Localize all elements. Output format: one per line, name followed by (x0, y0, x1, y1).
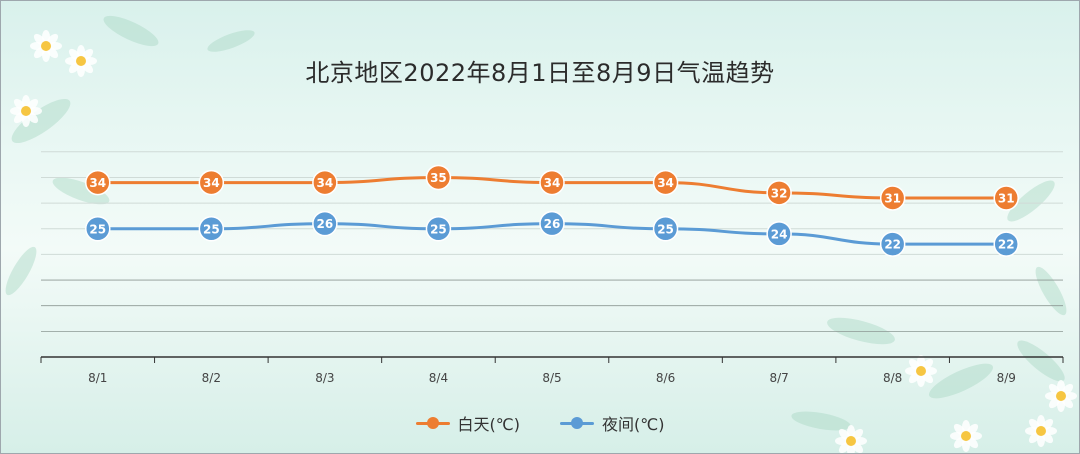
data-label: 34 (317, 176, 334, 190)
data-point (312, 169, 338, 196)
data-point (198, 216, 225, 242)
leaf-decoration (1017, 340, 1065, 382)
chart-title: 北京地区2022年8月1日至8月9日气温趋势 (305, 59, 775, 87)
data-point (539, 169, 565, 196)
data-label: 34 (657, 176, 674, 190)
flower-decoration (10, 95, 42, 127)
data-label: 31 (884, 191, 901, 205)
x-tick-label: 8/4 (429, 371, 448, 385)
data-point (312, 210, 338, 237)
data-point (766, 221, 792, 247)
data-point (993, 185, 1019, 211)
data-point (652, 216, 679, 242)
data-label: 34 (544, 176, 561, 190)
x-tick-label: 8/2 (202, 371, 221, 385)
legend-item-night: 夜间(℃) (560, 411, 664, 435)
legend-label-day: 白天(℃) (457, 415, 520, 434)
flower-decoration (65, 45, 97, 77)
series-day: 34 34 34 35 34 34 32 31 31 (85, 164, 1019, 211)
series-layer: 34 34 34 35 34 34 32 31 31 25 25 26 25 26 25 24 22 22 (85, 164, 1019, 257)
leaf-decoration (791, 411, 851, 431)
data-label: 34 (203, 176, 220, 190)
data-point (425, 164, 452, 191)
x-axis: 8/1 8/2 8/3 8/4 8/5 8/6 8/7 8/8 8/9 (40, 356, 1064, 385)
data-label: 25 (657, 222, 674, 236)
x-tick-label: 8/6 (656, 371, 675, 385)
data-point (993, 231, 1019, 257)
x-tick-label: 8/7 (769, 371, 788, 385)
data-label: 22 (884, 238, 901, 252)
flower-decoration (1025, 415, 1057, 447)
leaf-decoration (11, 98, 71, 144)
series-night: 25 25 26 25 26 25 24 22 22 (85, 210, 1019, 257)
legend-swatch-night (560, 416, 594, 430)
data-point (766, 180, 792, 206)
data-label: 35 (430, 171, 447, 185)
x-tick-label: 8/8 (883, 371, 902, 385)
leaf-decoration (5, 246, 37, 296)
x-tick-label: 8/3 (315, 371, 334, 385)
flower-decoration (950, 420, 982, 452)
data-label: 31 (998, 191, 1015, 205)
data-label: 25 (430, 222, 447, 236)
data-point (539, 210, 565, 237)
legend-item-day: 白天(℃) (415, 411, 520, 435)
leaf-decoration (1035, 266, 1067, 316)
data-point (198, 169, 225, 196)
flower-decoration (835, 425, 867, 453)
flower-decoration (30, 30, 62, 62)
x-tick-label: 8/5 (542, 371, 561, 385)
x-tick-label: 8/9 (997, 371, 1016, 385)
leaf-decoration (207, 30, 255, 52)
data-label: 25 (203, 222, 220, 236)
leaf-decoration (1007, 180, 1055, 222)
data-label: 26 (544, 217, 561, 231)
legend: 白天(℃) 夜间(℃) (1, 411, 1079, 435)
legend-swatch-day (415, 416, 450, 430)
data-point (879, 185, 906, 211)
data-label: 26 (317, 217, 334, 231)
flower-decoration (1045, 380, 1077, 412)
data-label: 34 (89, 176, 106, 190)
data-label: 32 (771, 186, 788, 200)
leaf-decoration (103, 15, 159, 47)
data-point (85, 169, 111, 196)
leaf-decoration (52, 177, 110, 205)
data-point (425, 216, 452, 242)
leaf-decoration (928, 363, 994, 399)
data-point (879, 231, 906, 257)
data-point (85, 216, 111, 242)
x-tick-label: 8/1 (88, 371, 107, 385)
data-label: 25 (89, 222, 106, 236)
data-label: 24 (771, 227, 788, 241)
flower-decoration (905, 355, 937, 387)
decoration-layer (5, 15, 1077, 453)
legend-label-night: 夜间(℃) (602, 415, 665, 434)
data-point (652, 169, 679, 196)
data-label: 22 (998, 238, 1015, 252)
